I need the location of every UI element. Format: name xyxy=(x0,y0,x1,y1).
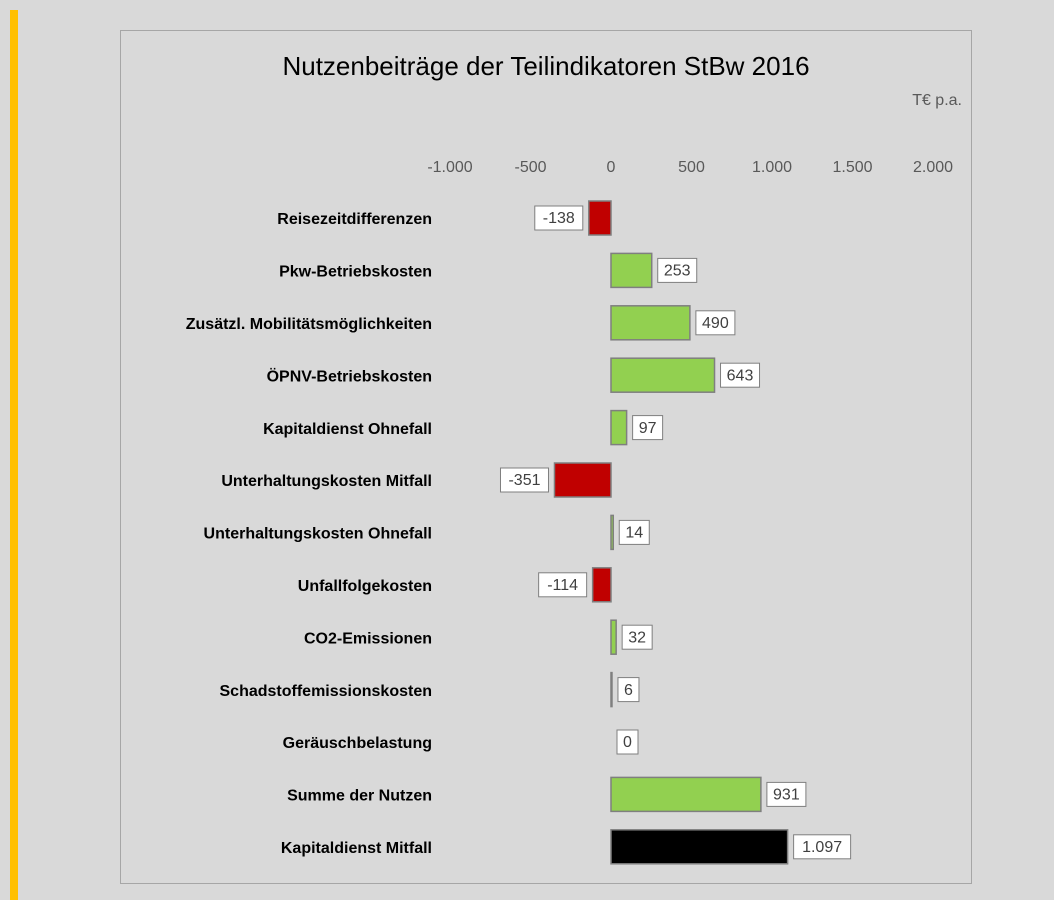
data-label-box xyxy=(720,362,761,388)
category-label: CO2-Emissionen xyxy=(304,630,432,647)
bar xyxy=(610,671,613,708)
data-label-box xyxy=(618,519,650,545)
data-label: 0 xyxy=(623,734,632,751)
bar xyxy=(610,357,716,393)
data-label-box xyxy=(766,781,807,807)
bar xyxy=(591,567,612,603)
data-label: -138 xyxy=(543,210,575,227)
x-tick-label: 2.000 xyxy=(913,159,953,176)
category-label: ÖPNV-Betriebskosten xyxy=(267,366,432,385)
category-label: Geräuschbelastung xyxy=(283,735,432,752)
x-tick-label: 1.000 xyxy=(752,159,792,176)
category-label: Schadstoffemissionskosten xyxy=(220,683,433,700)
bar xyxy=(553,462,612,498)
x-tick-label: -500 xyxy=(514,159,546,176)
data-label: 97 xyxy=(639,420,657,437)
x-tick-label: 500 xyxy=(678,159,705,176)
data-label-box xyxy=(632,415,664,441)
x-tick-label: 0 xyxy=(607,159,616,176)
category-label: Summe der Nutzen xyxy=(287,788,432,805)
chart-title: Nutzenbeiträge der Teilindikatoren StBw … xyxy=(282,51,809,81)
data-label: 253 xyxy=(664,263,691,280)
data-label-box xyxy=(793,834,852,860)
data-label: 1.097 xyxy=(802,839,842,856)
bar xyxy=(610,252,653,289)
category-label: Zusätzl. Mobilitätsmöglichkeiten xyxy=(186,316,432,333)
bar xyxy=(610,305,691,341)
category-label: Reisezeitdifferenzen xyxy=(277,211,432,228)
category-label: Pkw-Betriebskosten xyxy=(279,264,432,281)
bar xyxy=(610,829,789,865)
data-label: -114 xyxy=(547,577,578,594)
data-label-box xyxy=(534,205,584,231)
x-tick-label: 1.500 xyxy=(832,159,872,176)
data-label-box xyxy=(695,310,736,336)
data-label: 32 xyxy=(628,629,646,646)
data-label-box xyxy=(657,257,698,283)
unit-label: T€ p.a. xyxy=(912,92,962,109)
data-label: 6 xyxy=(624,682,633,699)
category-label: Unfallfolgekosten xyxy=(298,578,432,595)
category-label: Unterhaltungskosten Ohnefall xyxy=(204,526,432,543)
data-label: 643 xyxy=(727,367,754,384)
category-label: Kapitaldienst Mitfall xyxy=(281,840,432,857)
data-label: 931 xyxy=(773,787,800,804)
accent-bar xyxy=(10,10,18,900)
category-label: Kapitaldienst Ohnefall xyxy=(263,421,432,438)
data-label-box xyxy=(616,729,639,755)
data-label-box xyxy=(538,572,588,598)
data-label-box xyxy=(499,467,549,493)
data-label-box xyxy=(621,624,653,650)
bar xyxy=(610,776,762,813)
data-label: -351 xyxy=(508,472,540,489)
bar xyxy=(610,514,615,551)
data-label: 14 xyxy=(625,525,643,542)
x-tick-label: -1.000 xyxy=(427,159,472,176)
chart-frame xyxy=(120,30,972,884)
data-label: 490 xyxy=(702,315,729,332)
bar xyxy=(588,200,612,236)
data-label-box xyxy=(617,677,640,703)
bar xyxy=(610,409,628,446)
bar xyxy=(610,619,617,655)
category-label: Unterhaltungskosten Mitfall xyxy=(221,473,432,490)
